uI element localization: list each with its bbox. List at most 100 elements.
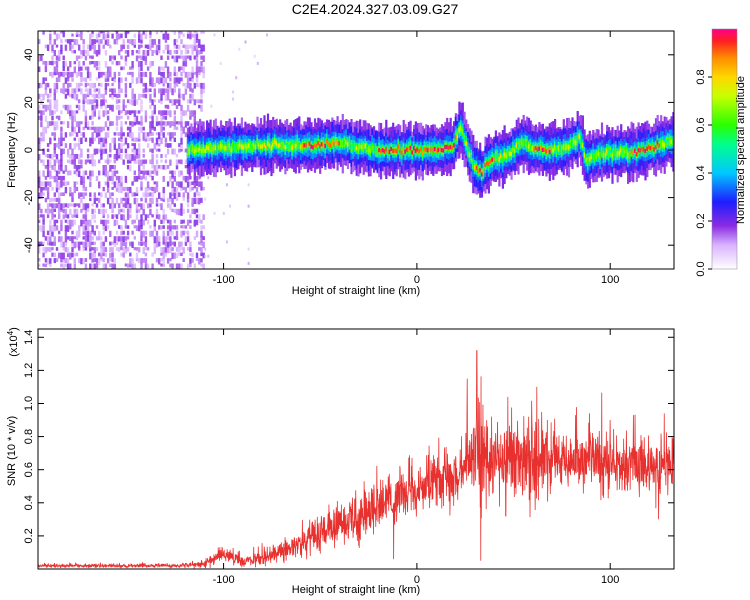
- spectrogram-cell: [160, 159, 163, 163]
- spectrogram-cell: [98, 258, 101, 265]
- spectrogram-cell: [186, 31, 190, 33]
- spectrogram-cell: [442, 148, 445, 153]
- spectrogram-cell: [180, 31, 183, 35]
- spectrogram-cell: [62, 258, 65, 263]
- spectrogram-cell: [46, 241, 50, 246]
- spectrogram-cell: [189, 247, 192, 252]
- spectrogram-cell: [195, 258, 199, 262]
- spectrogram-cell: [151, 39, 154, 45]
- spectrogram-cell: [86, 225, 90, 232]
- spectrogram-cell: [115, 93, 119, 99]
- spectrogram-cell: [189, 88, 192, 92]
- spectrogram-cell: [341, 141, 344, 146]
- spectrogram-cell: [66, 39, 70, 44]
- spectrogram-cell: [118, 143, 121, 150]
- spectrogram-cell: [109, 247, 112, 252]
- spectrogram-cell: [158, 110, 161, 115]
- spectrogram-cell: [91, 33, 94, 38]
- spectrogram-cell: [184, 225, 188, 229]
- snr-y-axis-title: SNR (10 * v/v): [6, 416, 18, 486]
- spectrogram-cell: [46, 104, 50, 111]
- spectrogram-cell: [164, 93, 168, 101]
- spectrogram-cell: [38, 175, 41, 183]
- spectrogram-cell: [100, 219, 103, 225]
- spectrogram-cell: [106, 115, 110, 121]
- spectrogram-cell: [534, 145, 537, 151]
- spectrogram-cell: [315, 143, 318, 149]
- spectrogram-cell: [100, 82, 103, 87]
- spectrogram-cell: [189, 44, 192, 49]
- spectrogram-cell: [390, 146, 393, 152]
- spectrogram-cell: [64, 143, 68, 148]
- spectrogram-cell: [73, 126, 76, 134]
- spectrogram-cell: [142, 55, 145, 61]
- spectrogram-cell: [124, 88, 128, 94]
- spectrogram-cell: [198, 82, 201, 88]
- spectrogram-cell: [122, 241, 125, 246]
- spectrogram-cell: [151, 175, 154, 181]
- spectrogram-cell: [124, 197, 128, 205]
- spectrogram-cell: [142, 170, 145, 176]
- spectrogram-cell: [44, 44, 48, 49]
- spectrogram-cell: [44, 247, 48, 254]
- spectrogram-cell: [93, 39, 96, 45]
- spectrogram-cell: [195, 197, 199, 205]
- spectrogram-cell: [89, 247, 92, 252]
- spectrogram-cell: [98, 181, 101, 189]
- spectrogram-cell: [98, 208, 101, 214]
- spectrogram-cell: [149, 186, 152, 191]
- spectrogram-cell: [149, 33, 152, 39]
- spectrogram-cell: [226, 145, 230, 150]
- spectrogram-cell: [109, 143, 112, 149]
- spectrogram-cell: [209, 145, 212, 150]
- spectrogram-cell: [106, 126, 110, 131]
- spectrogram-cell: [111, 61, 114, 65]
- spectrogram-cell: [126, 44, 130, 49]
- spectrogram-cell: [164, 252, 168, 257]
- spectrogram-cell: [142, 148, 145, 153]
- spectrogram-cell: [84, 186, 88, 192]
- spectrogram-cell: [164, 33, 168, 40]
- spectrogram-cell: [200, 258, 203, 263]
- spectrogram-cell: [259, 144, 263, 149]
- spectrogram-cell: [111, 121, 114, 126]
- spectrogram-cell: [308, 141, 311, 146]
- spectrogram-cell: [166, 225, 170, 230]
- spectrogram-cell: [158, 50, 161, 54]
- spectrogram-cell: [62, 170, 65, 174]
- spectrogram-cell: [64, 203, 68, 208]
- spectrogram-cell: [49, 31, 52, 33]
- spectrogram-cell: [73, 110, 76, 117]
- spectrogram-cell: [555, 149, 558, 154]
- spectrogram-cell: [131, 88, 134, 95]
- spectrogram-cell: [160, 132, 163, 136]
- spectrogram-cell: [195, 71, 199, 78]
- spectrogram-cell: [155, 50, 159, 56]
- spectrogram-cell: [40, 82, 43, 88]
- spectrogram-cell: [158, 165, 161, 169]
- spectrogram-cell: [73, 252, 76, 257]
- spectrogram-cell: [144, 82, 148, 89]
- spectrogram-cell: [393, 148, 397, 153]
- spectrogram-cell: [171, 121, 174, 126]
- spectrogram-cell: [186, 219, 190, 226]
- spectrogram-cell: [195, 55, 199, 63]
- spectrogram-cell: [195, 44, 199, 51]
- spectrogram-cell: [106, 110, 110, 115]
- spectrogram-cell: [98, 71, 101, 79]
- spectrogram-cell: [89, 126, 92, 130]
- spectrogram-cell: [486, 161, 489, 166]
- spectrogram-cell: [120, 154, 123, 160]
- spectrogram-cell: [55, 197, 59, 202]
- spectrogram-cell: [133, 33, 136, 38]
- spectrogram-cell: [49, 225, 52, 232]
- spectrogram-cell: [158, 132, 161, 140]
- spectrogram-cell: [53, 82, 56, 90]
- spectrogram-cell: [191, 44, 194, 52]
- spectrogram-cell: [95, 88, 99, 92]
- spectrogram-cell: [594, 155, 597, 160]
- spectrogram-cell: [129, 82, 132, 88]
- spectrogram-cell: [386, 149, 390, 154]
- spectrogram-cell: [162, 50, 165, 54]
- spectrogram-cell: [78, 154, 81, 161]
